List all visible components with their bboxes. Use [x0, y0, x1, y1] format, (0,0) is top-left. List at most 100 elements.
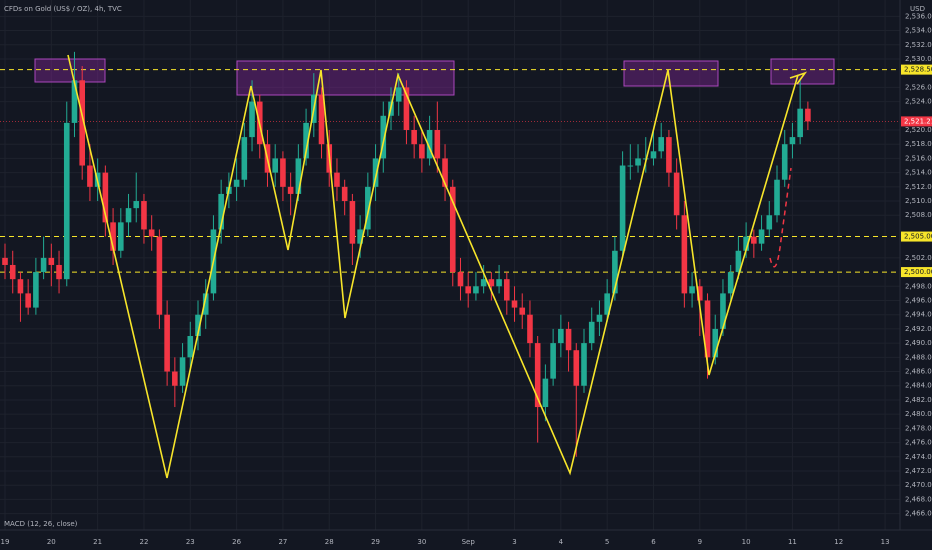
- x-tick-label: 12: [834, 538, 843, 546]
- candle-body: [102, 172, 109, 223]
- level-tag: [901, 231, 932, 242]
- x-tick-label: 20: [47, 538, 56, 546]
- zone-box: [770, 58, 835, 85]
- candle-body: [110, 222, 116, 251]
- x-tick-label: 10: [742, 538, 751, 546]
- candle-body: [303, 122, 309, 159]
- candle-body: [542, 378, 549, 408]
- candle-body: [419, 144, 425, 159]
- candle-body: [395, 87, 402, 102]
- x-tick-label: 5: [605, 538, 609, 546]
- candle-body: [727, 272, 734, 294]
- x-tick-label: 21: [93, 538, 102, 546]
- zones: [34, 58, 835, 96]
- candle-body: [627, 165, 634, 167]
- candle-body: [666, 137, 672, 173]
- x-tick-label: 26: [232, 538, 241, 546]
- y-tick-label: 2,532.00: [905, 41, 932, 49]
- x-tick-label: 4: [559, 538, 564, 546]
- candle-body: [9, 264, 16, 280]
- y-tick-label: 2,498.00: [905, 282, 932, 290]
- candle-body: [473, 286, 479, 294]
- x-tick-label: 29: [371, 538, 380, 546]
- y-tick-label: 2,474.00: [905, 453, 932, 461]
- candle-body: [357, 229, 363, 244]
- x-tick-label: 19: [1, 538, 10, 546]
- y-tick-label: 2,496.00: [905, 296, 932, 304]
- candle-body: [596, 314, 603, 322]
- candle-body: [751, 236, 757, 244]
- y-tick-label: 2,472.00: [905, 467, 932, 475]
- candle-body: [280, 158, 286, 187]
- candle-body: [442, 158, 448, 187]
- candle-body: [449, 186, 456, 273]
- candle-body: [781, 144, 788, 180]
- price-tag: [901, 116, 932, 127]
- y-tick-label: 2,478.00: [905, 424, 932, 432]
- y-tick-label: 2,490.00: [905, 339, 932, 347]
- candle-body: [504, 279, 510, 301]
- x-tick-label: Sep: [462, 538, 476, 546]
- candle-body: [372, 158, 379, 187]
- y-tick-label: 2,520.00: [905, 126, 932, 134]
- candle-body: [774, 179, 780, 216]
- y-tick-label: 2,488.00: [905, 353, 932, 361]
- candle-body: [272, 158, 278, 173]
- candle-body: [125, 208, 132, 223]
- zone-box: [34, 58, 106, 83]
- candle-body: [465, 286, 471, 294]
- y-tick-label: 2,534.00: [905, 27, 932, 35]
- level-tag: [901, 64, 932, 75]
- candle-body: [805, 108, 811, 122]
- currency: USD: [910, 5, 925, 13]
- candle-body: [565, 328, 572, 351]
- candle-body: [403, 87, 410, 130]
- candle-body: [581, 343, 587, 386]
- candle-body: [25, 293, 31, 308]
- y-tick-label: 2,468.00: [905, 495, 932, 503]
- level-label: 2,500.00: [904, 268, 932, 276]
- x-tick-label: 30: [417, 538, 426, 546]
- candle-body: [349, 201, 356, 244]
- candle-body: [534, 343, 541, 408]
- candle-body: [33, 272, 39, 308]
- candle-body: [148, 229, 155, 237]
- candle-body: [56, 264, 62, 280]
- candle-body: [797, 108, 803, 138]
- y-tick-label: 2,482.00: [905, 396, 932, 404]
- candle-body: [612, 250, 618, 294]
- y-tick-label: 2,512.00: [905, 183, 932, 191]
- y-tick-label: 2,480.00: [905, 410, 932, 418]
- candle-body: [619, 165, 626, 251]
- axis-labels: 2,466.00 2,468.00 2,470.00 2,472.00 2,474.00…: [1, 12, 932, 546]
- arrow-head: [789, 71, 808, 85]
- indicator-label: MACD (12, 26, close): [4, 520, 78, 528]
- y-tick-label: 2,486.00: [905, 368, 932, 376]
- candle-body: [704, 300, 711, 358]
- candle-body: [380, 115, 387, 159]
- candle-body: [604, 293, 610, 315]
- candle-body: [40, 257, 47, 273]
- candle-body: [789, 137, 796, 145]
- candle-body: [318, 94, 325, 145]
- candle-body: [241, 137, 248, 180]
- y-tick-label: 2,508.00: [905, 211, 932, 219]
- y-tick-label: 2,484.00: [905, 382, 932, 390]
- x-tick-label: 3: [512, 538, 516, 546]
- grid: [0, 0, 900, 530]
- candle-body: [635, 158, 641, 166]
- candle-body: [295, 158, 302, 194]
- candle-body: [172, 371, 178, 386]
- y-tick-label: 2,476.00: [905, 439, 932, 447]
- zone-box: [236, 60, 455, 96]
- x-tick-label: 9: [698, 538, 702, 546]
- x-tick-label: 23: [186, 538, 195, 546]
- x-tick-label: 28: [325, 538, 334, 546]
- candle-body: [519, 307, 526, 315]
- candle-body: [141, 201, 147, 230]
- candle-body: [457, 272, 464, 287]
- x-tick-label: 27: [278, 538, 287, 546]
- x-tick-label: 11: [788, 538, 797, 546]
- zone-box: [623, 60, 719, 87]
